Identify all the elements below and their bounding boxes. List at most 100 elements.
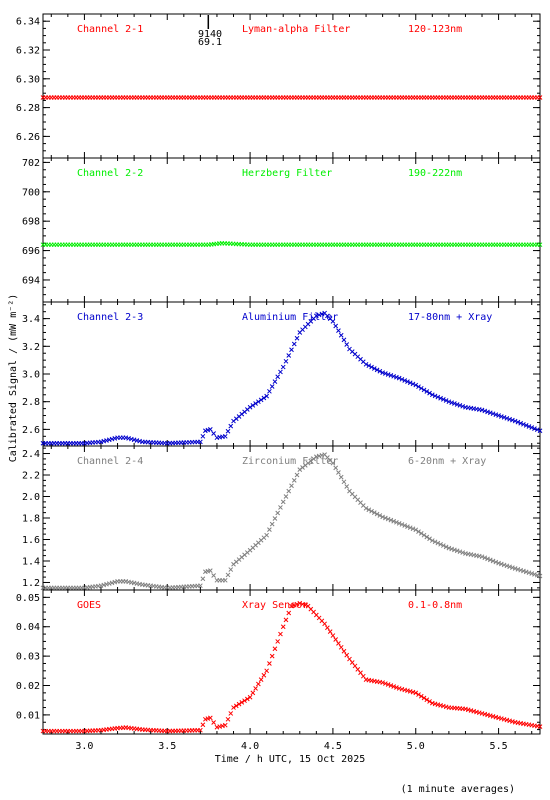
- data-point: [510, 565, 515, 570]
- data-point: [399, 522, 405, 527]
- y-tick-label: 0.02: [16, 681, 40, 692]
- data-point: [410, 381, 416, 387]
- data-point: [438, 395, 443, 401]
- panel-label: Channel 2-4: [77, 456, 143, 467]
- data-point: [313, 313, 319, 319]
- data-point: [421, 387, 427, 393]
- data-point: [267, 388, 272, 394]
- data-point: [385, 372, 391, 377]
- time-marker-label-bottom: 69.1: [198, 37, 222, 48]
- data-series: [40, 240, 543, 248]
- data-point: [371, 366, 377, 371]
- data-point: [341, 337, 347, 343]
- data-point: [487, 557, 493, 563]
- data-point: [338, 332, 344, 338]
- panel-label: Channel 2-1: [77, 24, 143, 35]
- y-tick-label: 700: [22, 187, 40, 198]
- footnote: (1 minute averages): [401, 784, 515, 795]
- data-point: [289, 603, 294, 609]
- data-point: [454, 402, 460, 407]
- panel-label: Channel 2-2: [77, 168, 143, 179]
- data-point: [256, 399, 261, 405]
- data-point: [211, 573, 216, 578]
- data-point: [493, 412, 499, 417]
- data-point: [200, 722, 206, 728]
- data-point: [496, 413, 501, 418]
- y-tick-label: 2.2: [22, 471, 40, 482]
- data-point: [490, 558, 496, 564]
- data-point: [452, 401, 457, 406]
- data-point: [338, 474, 344, 480]
- data-point: [341, 479, 347, 485]
- data-point: [222, 433, 228, 439]
- data-point: [526, 424, 532, 429]
- data-point: [427, 699, 432, 704]
- y-tick-label: 1.4: [22, 556, 40, 567]
- data-point: [344, 342, 350, 347]
- data-point: [504, 415, 510, 421]
- data-point: [449, 546, 454, 552]
- panel-label: Xray Sensor: [242, 600, 308, 611]
- data-point: [207, 715, 213, 721]
- data-point: [537, 573, 543, 579]
- data-point: [383, 681, 388, 686]
- data-point: [501, 415, 507, 420]
- panel-label: 120-123nm: [408, 24, 462, 35]
- data-point: [253, 401, 258, 406]
- data-point: [443, 398, 449, 403]
- data-point: [521, 421, 526, 427]
- data-point: [498, 414, 504, 419]
- data-point: [537, 724, 543, 730]
- data-point: [424, 534, 430, 540]
- data-point: [289, 347, 294, 353]
- data-point: [363, 361, 369, 367]
- x-tick-label: 4.0: [241, 741, 259, 752]
- data-point: [289, 483, 294, 489]
- data-point: [225, 572, 231, 578]
- data-point: [424, 697, 430, 703]
- time-marker: 9140 69.1: [198, 15, 222, 48]
- data-point: [222, 722, 228, 728]
- data-point: [421, 695, 427, 701]
- data-point: [275, 639, 281, 644]
- y-tick-label: 6.30: [16, 74, 40, 85]
- y-tick-label: 0.04: [16, 622, 40, 633]
- panel-label: 6-20nm + Xray: [408, 456, 486, 467]
- data-point: [432, 539, 438, 545]
- data-point: [413, 527, 419, 533]
- data-point: [344, 652, 350, 658]
- panel-label: 0.1-0.8nm: [408, 600, 462, 611]
- panel-label: Channel 2-3: [77, 312, 143, 323]
- data-point: [269, 384, 275, 389]
- y-tick-label: 698: [22, 217, 40, 228]
- data-point: [402, 378, 408, 383]
- data-point: [518, 567, 524, 573]
- data-point: [446, 545, 452, 551]
- data-point: [261, 395, 267, 401]
- data-point: [294, 335, 300, 341]
- panel-frame: [42, 589, 541, 735]
- data-point: [532, 572, 537, 577]
- y-tick-label: 694: [22, 275, 40, 286]
- data-point: [391, 518, 397, 524]
- panel-3: 2.6 2.8 3.0 3.2 3.4 Channel 2-3 Aluminium Filt…: [22, 301, 543, 447]
- data-point: [435, 540, 441, 546]
- data-point: [501, 562, 507, 568]
- panels-group: 6.26 6.28 6.30 6.32 6.34 Channel 2-1 Lyman-alp…: [16, 13, 543, 752]
- panel-label: 17-80nm + Xray: [408, 312, 492, 323]
- data-point: [496, 560, 501, 566]
- data-point: [487, 410, 493, 416]
- y-tick-label: 6.34: [16, 17, 40, 28]
- panel-4: 1.2 1.4 1.6 1.8 2.0 2.2 2.4 Channel 2-4 Zirconiu…: [22, 445, 543, 591]
- data-point: [283, 494, 289, 499]
- y-tick-label: 2.0: [22, 492, 40, 503]
- data-point: [515, 566, 521, 572]
- data-point: [374, 367, 380, 373]
- data-point: [537, 95, 543, 100]
- data-point: [267, 527, 272, 532]
- data-point: [278, 369, 283, 375]
- data-point: [388, 517, 394, 523]
- data-point: [280, 364, 286, 370]
- data-point: [256, 681, 261, 687]
